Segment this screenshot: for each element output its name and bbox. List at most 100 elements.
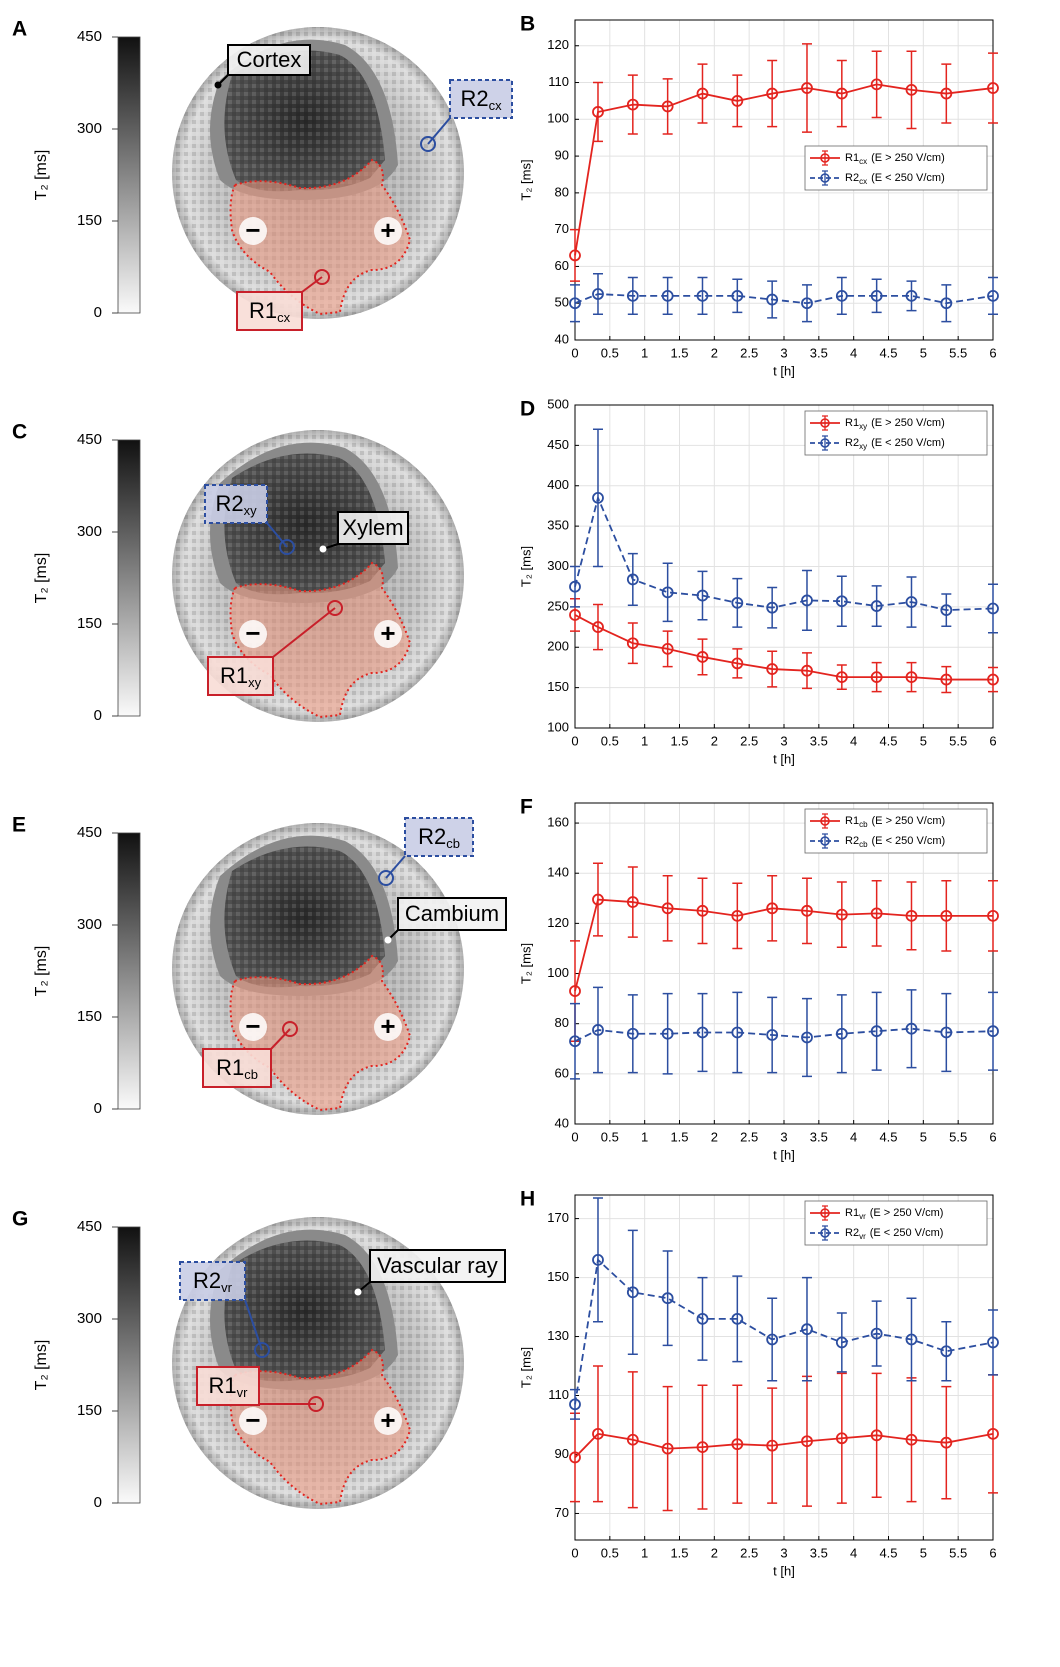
x-tick-label: 4.5	[879, 1129, 897, 1144]
data-point	[835, 671, 848, 684]
legend-box	[804, 145, 988, 191]
data-point	[569, 1451, 581, 1464]
legend-condition: (E < 250 V/cm)	[871, 172, 945, 184]
error-bar	[836, 575, 847, 628]
panel-letter: A	[12, 18, 27, 41]
data-point	[731, 289, 744, 302]
y-tick-label: 100	[547, 111, 569, 126]
data-point	[766, 1333, 779, 1346]
data-point	[661, 289, 674, 302]
legend-name: R2	[845, 172, 859, 184]
label-text: R2vr	[193, 1268, 233, 1296]
data-point	[987, 673, 999, 686]
x-tick-label: 2	[711, 345, 718, 360]
x-tick-label: 0	[571, 1545, 578, 1560]
colorbar-tick-label: 450	[77, 431, 102, 448]
data-point	[731, 657, 744, 670]
label-sub: cb	[244, 1067, 258, 1082]
leader-line	[266, 522, 288, 548]
data-point	[905, 909, 918, 922]
error-bar	[988, 991, 998, 1071]
label-main: R1	[216, 1055, 244, 1080]
y-tick-label: 110	[548, 1387, 569, 1402]
error-bar	[906, 1297, 917, 1382]
y-tick-label: 130	[547, 1328, 569, 1343]
leader-line	[270, 1028, 291, 1050]
x-tick-label: 0.5	[601, 733, 619, 748]
colorbar	[117, 1226, 141, 1504]
y-tick-label: 250	[547, 598, 569, 613]
data-point	[870, 289, 883, 302]
legend-name-sub: vr	[859, 1232, 866, 1241]
error-bar	[732, 278, 743, 314]
colorbar-label: T₂ [ms]	[33, 150, 50, 201]
error-bar	[697, 638, 708, 676]
label-text: Xylem	[342, 515, 403, 540]
x-tick-label: 3	[780, 1129, 787, 1144]
electrode	[239, 217, 267, 245]
data-point	[731, 909, 744, 922]
error-bar	[697, 276, 708, 316]
error-bar	[801, 569, 812, 632]
data-point	[905, 671, 918, 684]
error-bar	[570, 284, 580, 323]
data-point	[731, 596, 744, 609]
legend-condition: (E > 250 V/cm)	[870, 1207, 944, 1219]
error-bar	[732, 648, 743, 679]
error-bar	[767, 280, 778, 319]
label-main: Xylem	[342, 515, 403, 540]
colorbar-tick-label: 300	[77, 523, 102, 540]
data-point	[987, 289, 999, 302]
label-box	[397, 897, 507, 931]
label-dot	[319, 545, 327, 553]
error-bar	[662, 874, 673, 942]
x-tick-label: 0.5	[601, 1545, 619, 1560]
legend-name: R1	[845, 152, 859, 164]
chart: 0 0.5 1 1.5 2 2.5 3 3.5 4 4.5 5 5.5 6 100 150 200 250 300…	[518, 396, 999, 766]
y-tick-label: 100	[547, 719, 569, 734]
label-text: R2xy	[215, 491, 257, 519]
x-tick-label: 1.5	[670, 345, 688, 360]
electrode	[374, 620, 402, 648]
error-bar	[592, 428, 603, 568]
electrode	[239, 620, 267, 648]
data-point	[801, 82, 813, 94]
y-axis-label: T₂ [ms]	[518, 546, 533, 587]
x-tick-label: 3.5	[810, 733, 828, 748]
label-text: Cambium	[405, 901, 499, 926]
y-tick-label: 60	[555, 258, 569, 273]
data-point	[569, 580, 581, 593]
colorbar-label: T₂ [ms]	[33, 553, 50, 604]
label-main: R2	[193, 1268, 221, 1293]
y-tick-label: 70	[555, 221, 569, 236]
label-box	[369, 1249, 506, 1283]
data-point	[835, 1336, 848, 1349]
x-axis-label: t [h]	[773, 1563, 795, 1578]
error-bar	[662, 1250, 673, 1347]
error-bar	[697, 570, 708, 621]
legend-name-sub: cb	[859, 840, 868, 849]
label-main: Vascular ray	[377, 1253, 498, 1278]
data-point	[870, 600, 883, 612]
legend-name-sub: vr	[859, 1212, 866, 1221]
label-text: R2cx	[460, 86, 502, 114]
error-bar	[662, 562, 673, 623]
x-tick-label: 4.5	[879, 345, 897, 360]
x-tick-label: 5.5	[949, 345, 967, 360]
label-box	[196, 1366, 260, 1406]
data-point	[835, 1432, 848, 1445]
x-tick-label: 6	[989, 733, 996, 748]
colorbar-tick-label: 150	[77, 1402, 102, 1419]
label-text: R1cx	[249, 298, 291, 326]
legend-name: R1	[845, 815, 859, 827]
leader-line	[385, 855, 406, 879]
data-point	[940, 604, 953, 617]
x-tick-label: 4	[850, 733, 857, 748]
x-tick-label: 2.5	[740, 1129, 758, 1144]
legend-marker	[820, 173, 830, 183]
legend-name-sub: cx	[859, 177, 867, 186]
label-text: Vascular ray	[377, 1253, 498, 1278]
x-tick-label: 3	[780, 1545, 787, 1560]
